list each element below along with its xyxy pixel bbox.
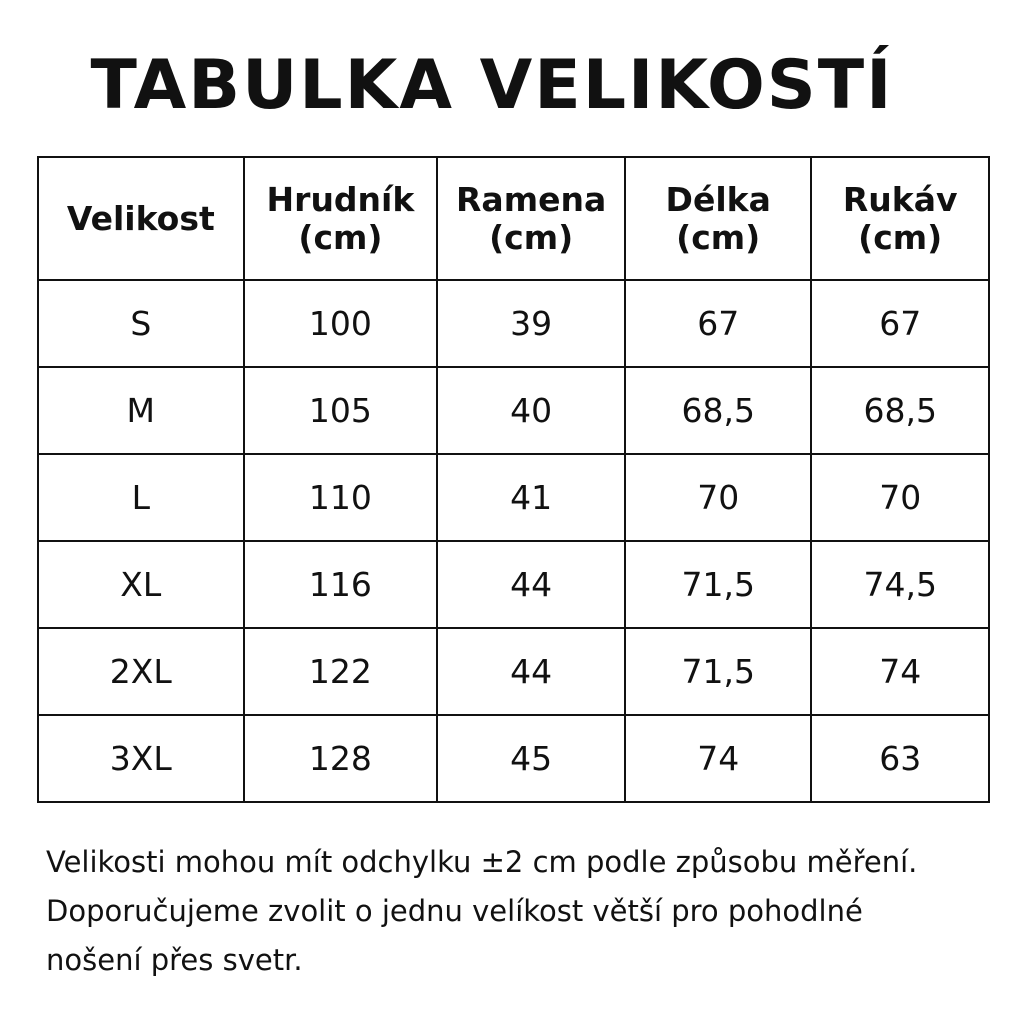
column-unit: (cm) <box>298 217 383 257</box>
size-cell: 3XL <box>37 714 245 803</box>
header-row: Velikost Hrudník (cm) Ramena (cm) Délka (cm) Ru… <box>37 156 990 281</box>
size-cell: 2XL <box>37 627 245 716</box>
size-note: Velikosti mohou mít odchylku ±2 cm podle… <box>46 845 918 977</box>
column-header: Rukáv (cm) <box>810 156 990 281</box>
size-cell: L <box>37 453 245 542</box>
table-row: S 100 39 67 67 <box>37 279 990 368</box>
measurement-cell: 110 <box>242 453 439 542</box>
column-unit: (cm) <box>676 217 761 257</box>
column-name: Délka <box>665 179 771 219</box>
measurement-cell: 100 <box>242 279 439 368</box>
table-row: XL 116 44 71,5 74,5 <box>37 540 990 629</box>
page-title: TABULKA VELIKOSTÍ <box>90 46 894 125</box>
column-header: Hrudník (cm) <box>242 156 439 281</box>
measurement-cell: 71,5 <box>623 540 813 629</box>
column-header: Délka (cm) <box>623 156 813 281</box>
measurement-cell: 68,5 <box>810 366 990 455</box>
measurement-cell: 63 <box>810 714 990 803</box>
measurement-cell: 70 <box>810 453 990 542</box>
measurement-cell: 74,5 <box>810 540 990 629</box>
column-header: Ramena (cm) <box>436 156 626 281</box>
table-row: 2XL 122 44 71,5 74 <box>37 627 990 716</box>
measurement-cell: 70 <box>623 453 813 542</box>
measurement-cell: 68,5 <box>623 366 813 455</box>
size-cell: S <box>37 279 245 368</box>
measurement-cell: 67 <box>810 279 990 368</box>
measurement-cell: 44 <box>436 540 626 629</box>
size-cell: M <box>37 366 245 455</box>
measurement-cell: 105 <box>242 366 439 455</box>
measurement-cell: 122 <box>242 627 439 716</box>
measurement-cell: 74 <box>810 627 990 716</box>
measurement-cell: 116 <box>242 540 439 629</box>
table-row: 3XL 128 45 74 63 <box>37 714 990 803</box>
size-cell: XL <box>37 540 245 629</box>
measurement-cell: 71,5 <box>623 627 813 716</box>
measurement-cell: 67 <box>623 279 813 368</box>
size-table: Velikost Hrudník (cm) Ramena (cm) Délka (cm) Ru… <box>37 156 990 803</box>
column-unit: (cm) <box>489 217 574 257</box>
column-header: Velikost <box>37 156 245 281</box>
measurement-cell: 44 <box>436 627 626 716</box>
measurement-cell: 128 <box>242 714 439 803</box>
measurement-cell: 40 <box>436 366 626 455</box>
measurement-cell: 45 <box>436 714 626 803</box>
column-name: Velikost <box>66 198 215 238</box>
measurement-cell: 41 <box>436 453 626 542</box>
measurement-cell: 39 <box>436 279 626 368</box>
measurement-cell: 74 <box>623 714 813 803</box>
table-row: M 105 40 68,5 68,5 <box>37 366 990 455</box>
column-name: Rukáv <box>842 179 958 219</box>
column-unit: (cm) <box>858 217 943 257</box>
column-name: Ramena <box>456 179 607 219</box>
table-row: L 110 41 70 70 <box>37 453 990 542</box>
column-name: Hrudník <box>266 179 415 219</box>
